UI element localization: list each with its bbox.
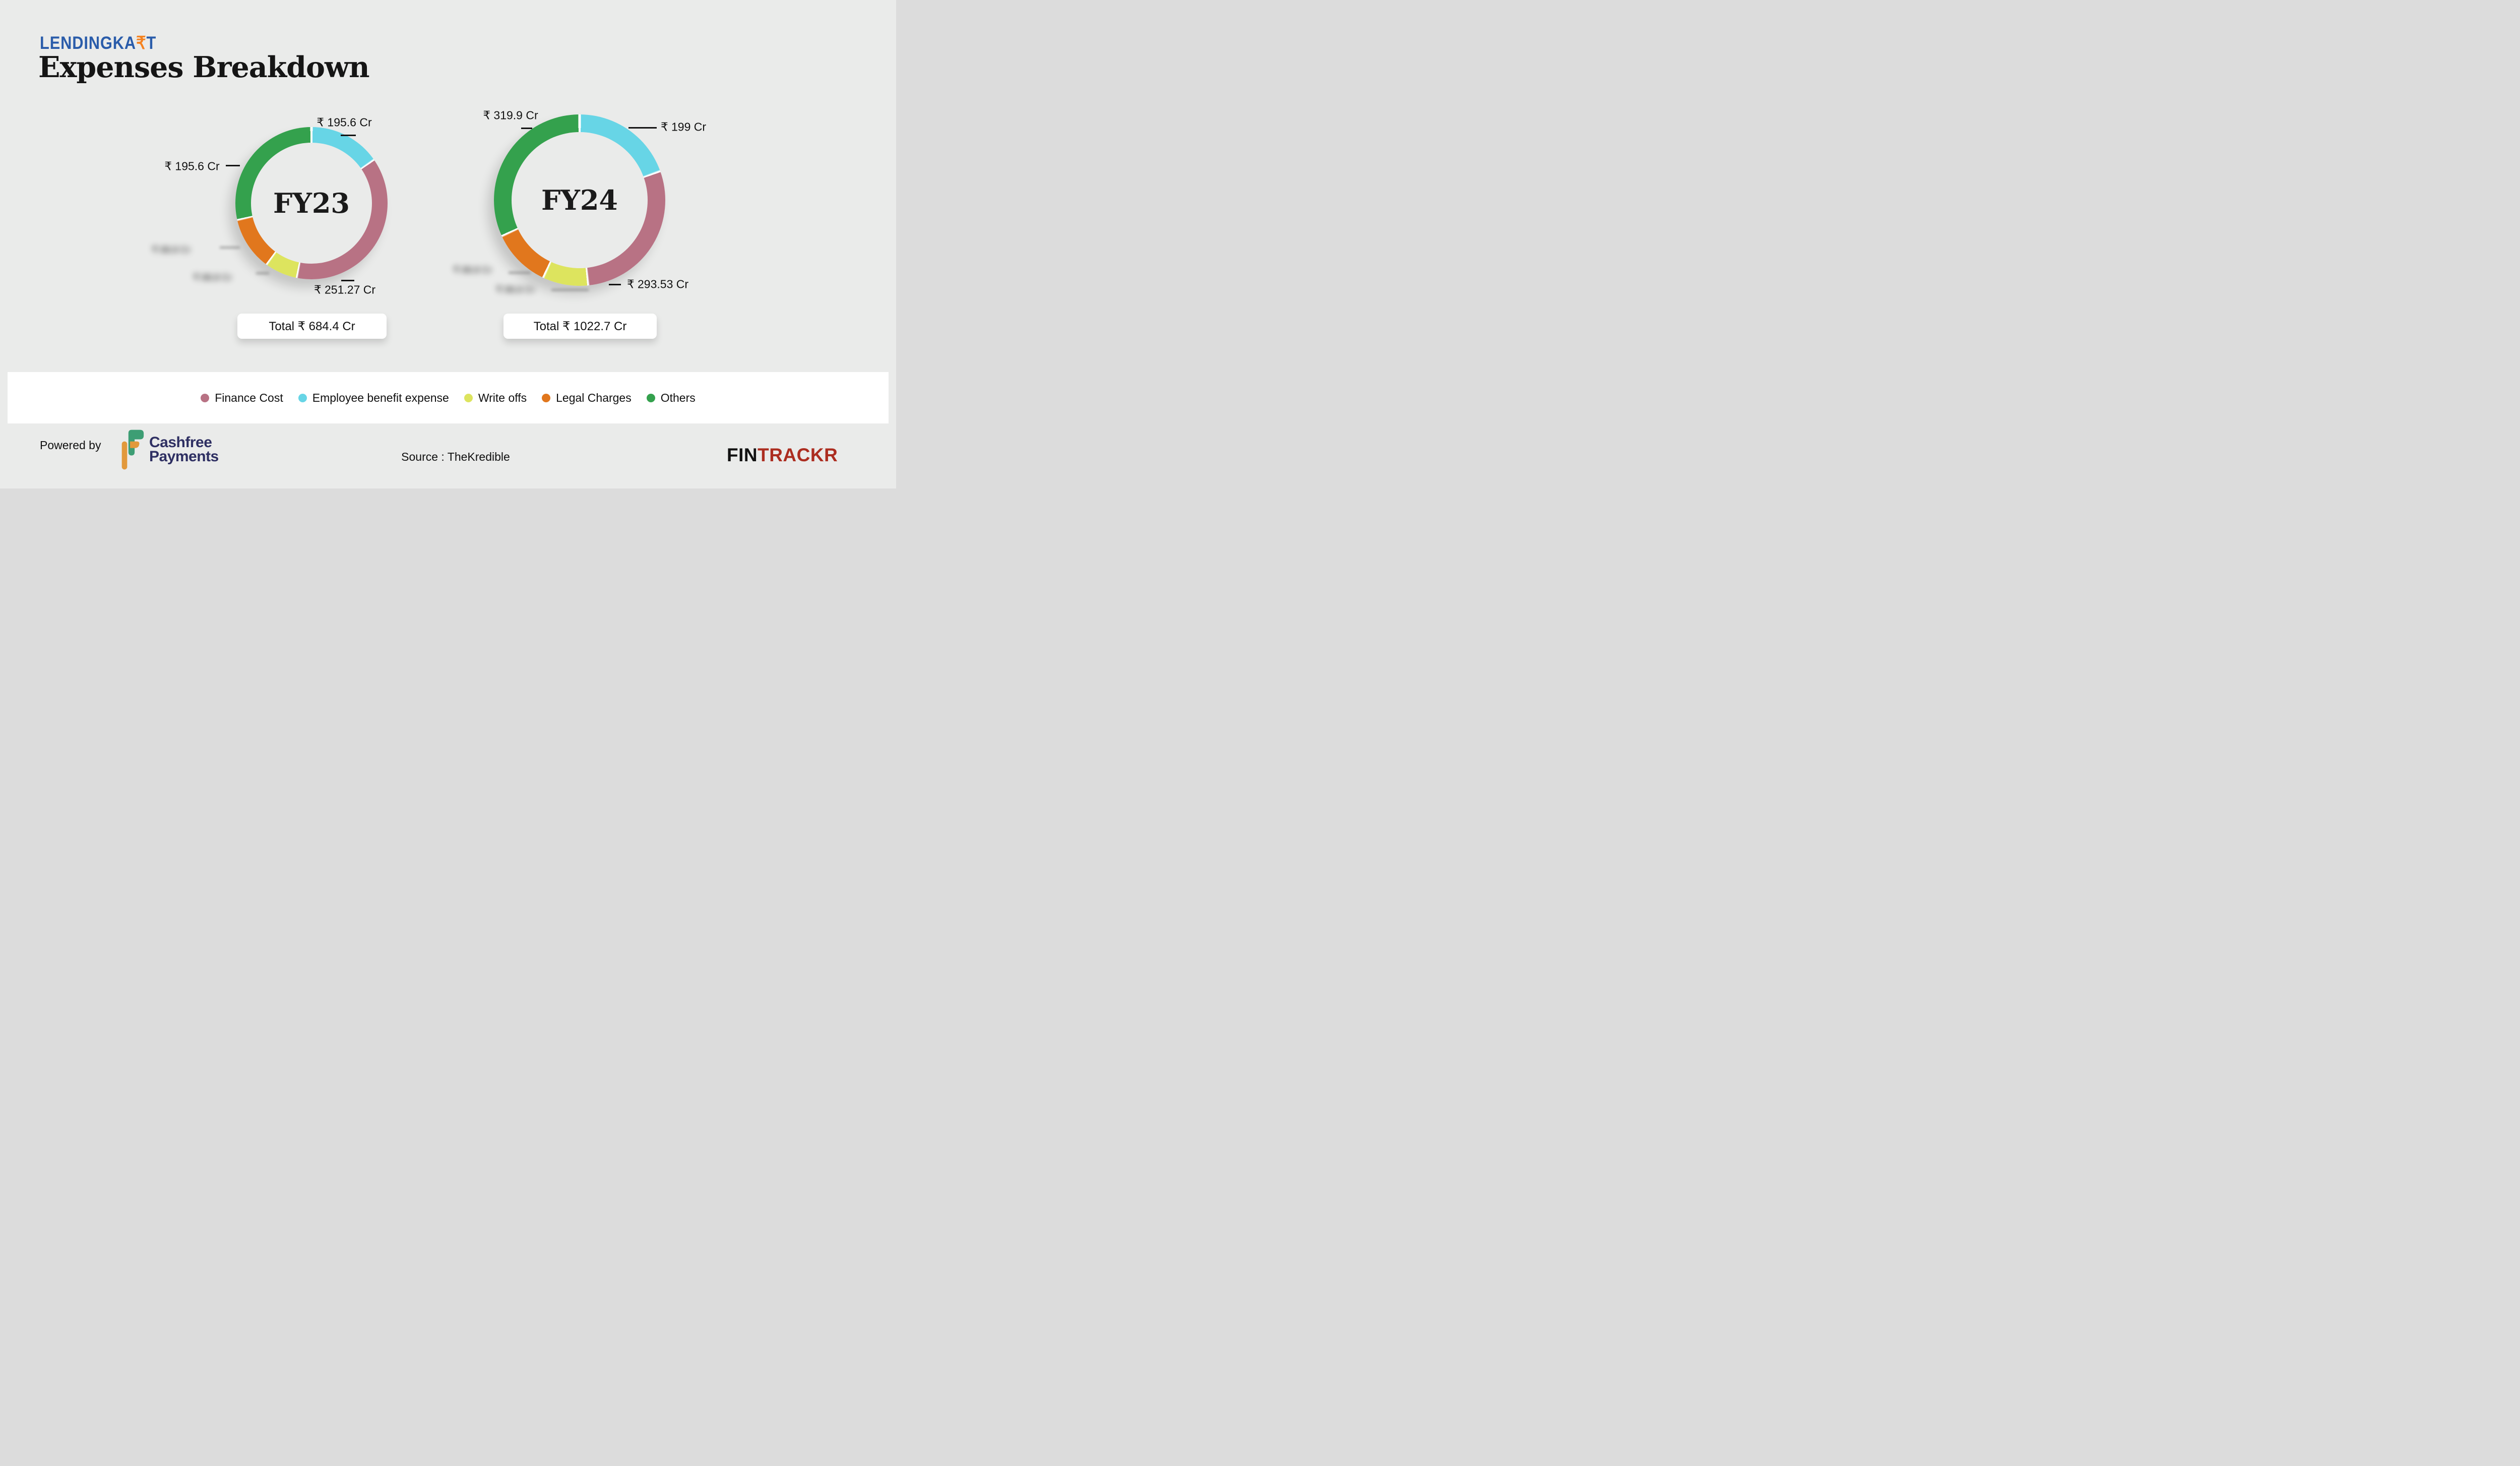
fintrackr-logo: FINTRACKR xyxy=(727,445,838,466)
source-label: Source : TheKredible xyxy=(401,450,510,463)
donut-hole-fy24 xyxy=(512,132,648,268)
leader-line-fy24-others xyxy=(521,128,532,129)
redacted-leader-fy24-write-offs xyxy=(551,289,589,291)
leader-line-fy24-finance-cost xyxy=(609,284,621,285)
legend-dot-employee-benefit xyxy=(298,393,307,402)
value-label-fy24-finance-cost: ₹ 293.53 Cr xyxy=(626,277,689,291)
donut-center-label-fy24: FY24 xyxy=(541,184,618,216)
legend-dot-legal-charges xyxy=(542,393,551,402)
legend-item-others: Others xyxy=(646,391,696,405)
cashfree-wordmark: Cashfree Payments xyxy=(149,434,219,465)
page-title: Expenses Breakdown xyxy=(38,50,370,84)
redacted-label-fy23-write-offs: ₹ 88.8 Cr xyxy=(193,272,232,283)
cashfree-payments-logo: Cashfree Payments xyxy=(121,429,219,470)
powered-by-label: Powered by xyxy=(40,439,101,452)
legend-item-employee-benefit: Employee benefit expense xyxy=(298,391,449,405)
logo-text-right: T xyxy=(146,33,157,53)
donut-hole-fy23 xyxy=(251,143,372,264)
legend-label-others: Others xyxy=(660,391,696,404)
fintrackr-fin: FIN xyxy=(727,445,758,465)
legend-item-finance-cost: Finance Cost xyxy=(201,391,283,405)
total-label-fy24: Total ₹ 1022.7 Cr xyxy=(533,319,627,333)
redacted-leader-fy23-write-offs xyxy=(256,272,269,274)
legend-dot-others xyxy=(646,393,655,402)
total-label-fy23: Total ₹ 684.4 Cr xyxy=(269,319,355,333)
legend-label-finance-cost: Finance Cost xyxy=(215,391,283,404)
cashfree-mark-icon xyxy=(121,430,144,470)
total-card-fy23: Total ₹ 684.4 Cr xyxy=(237,314,387,339)
infographic-canvas: LENDINGKA₹T Expenses Breakdown FY23 ₹ 19… xyxy=(0,0,896,488)
redacted-leader-fy23-legal-charges xyxy=(220,247,240,249)
leader-line-fy24-employee-benefit xyxy=(628,127,657,129)
leader-line-fy23-employee-benefit xyxy=(341,135,356,136)
legend-item-legal-charges: Legal Charges xyxy=(542,391,632,405)
total-card-fy24: Total ₹ 1022.7 Cr xyxy=(503,314,657,339)
donut-center-label-fy23: FY23 xyxy=(273,187,350,219)
legend-band: Finance Cost Employee benefit expense Wr… xyxy=(8,372,889,423)
redacted-leader-fy24-legal-charges xyxy=(509,272,531,274)
cashfree-line1: Cashfree xyxy=(149,434,212,451)
donut-chart-fy24: FY24 xyxy=(494,114,665,286)
redacted-label-fy24-legal-charges: ₹ 88.8 Cr xyxy=(453,265,492,275)
donut-chart-fy23: FY23 xyxy=(235,127,388,279)
legend-item-write-offs: Write offs xyxy=(464,391,527,405)
value-label-fy24-employee-benefit: ₹ 199 Cr xyxy=(660,120,707,134)
logo-text-left: LENDINGKA xyxy=(40,33,137,53)
leader-line-fy23-others xyxy=(226,165,240,166)
lendingkart-logo: LENDINGKA₹T xyxy=(40,33,156,53)
legend-label-legal-charges: Legal Charges xyxy=(556,391,632,404)
legend-label-write-offs: Write offs xyxy=(478,391,527,404)
rupee-icon: ₹ xyxy=(136,33,147,53)
value-label-fy23-employee-benefit: ₹ 195.6 Cr xyxy=(317,115,372,129)
value-label-fy24-others: ₹ 319.9 Cr xyxy=(483,108,538,122)
value-label-fy23-finance-cost: ₹ 251.27 Cr xyxy=(313,283,376,296)
value-label-fy23-others: ₹ 195.6 Cr xyxy=(164,159,220,173)
legend-dot-finance-cost xyxy=(201,393,210,402)
redacted-label-fy23-legal-charges: ₹ 88.8 Cr xyxy=(152,245,191,255)
legend-dot-write-offs xyxy=(464,393,473,402)
redacted-label-fy24-write-offs: ₹ 88.8 Cr xyxy=(496,284,535,295)
cashfree-line2: Payments xyxy=(149,448,219,465)
legend-label-employee-benefit: Employee benefit expense xyxy=(312,391,449,404)
fintrackr-trackr: TRACKR xyxy=(758,445,838,465)
leader-line-fy23-finance-cost xyxy=(341,280,354,281)
